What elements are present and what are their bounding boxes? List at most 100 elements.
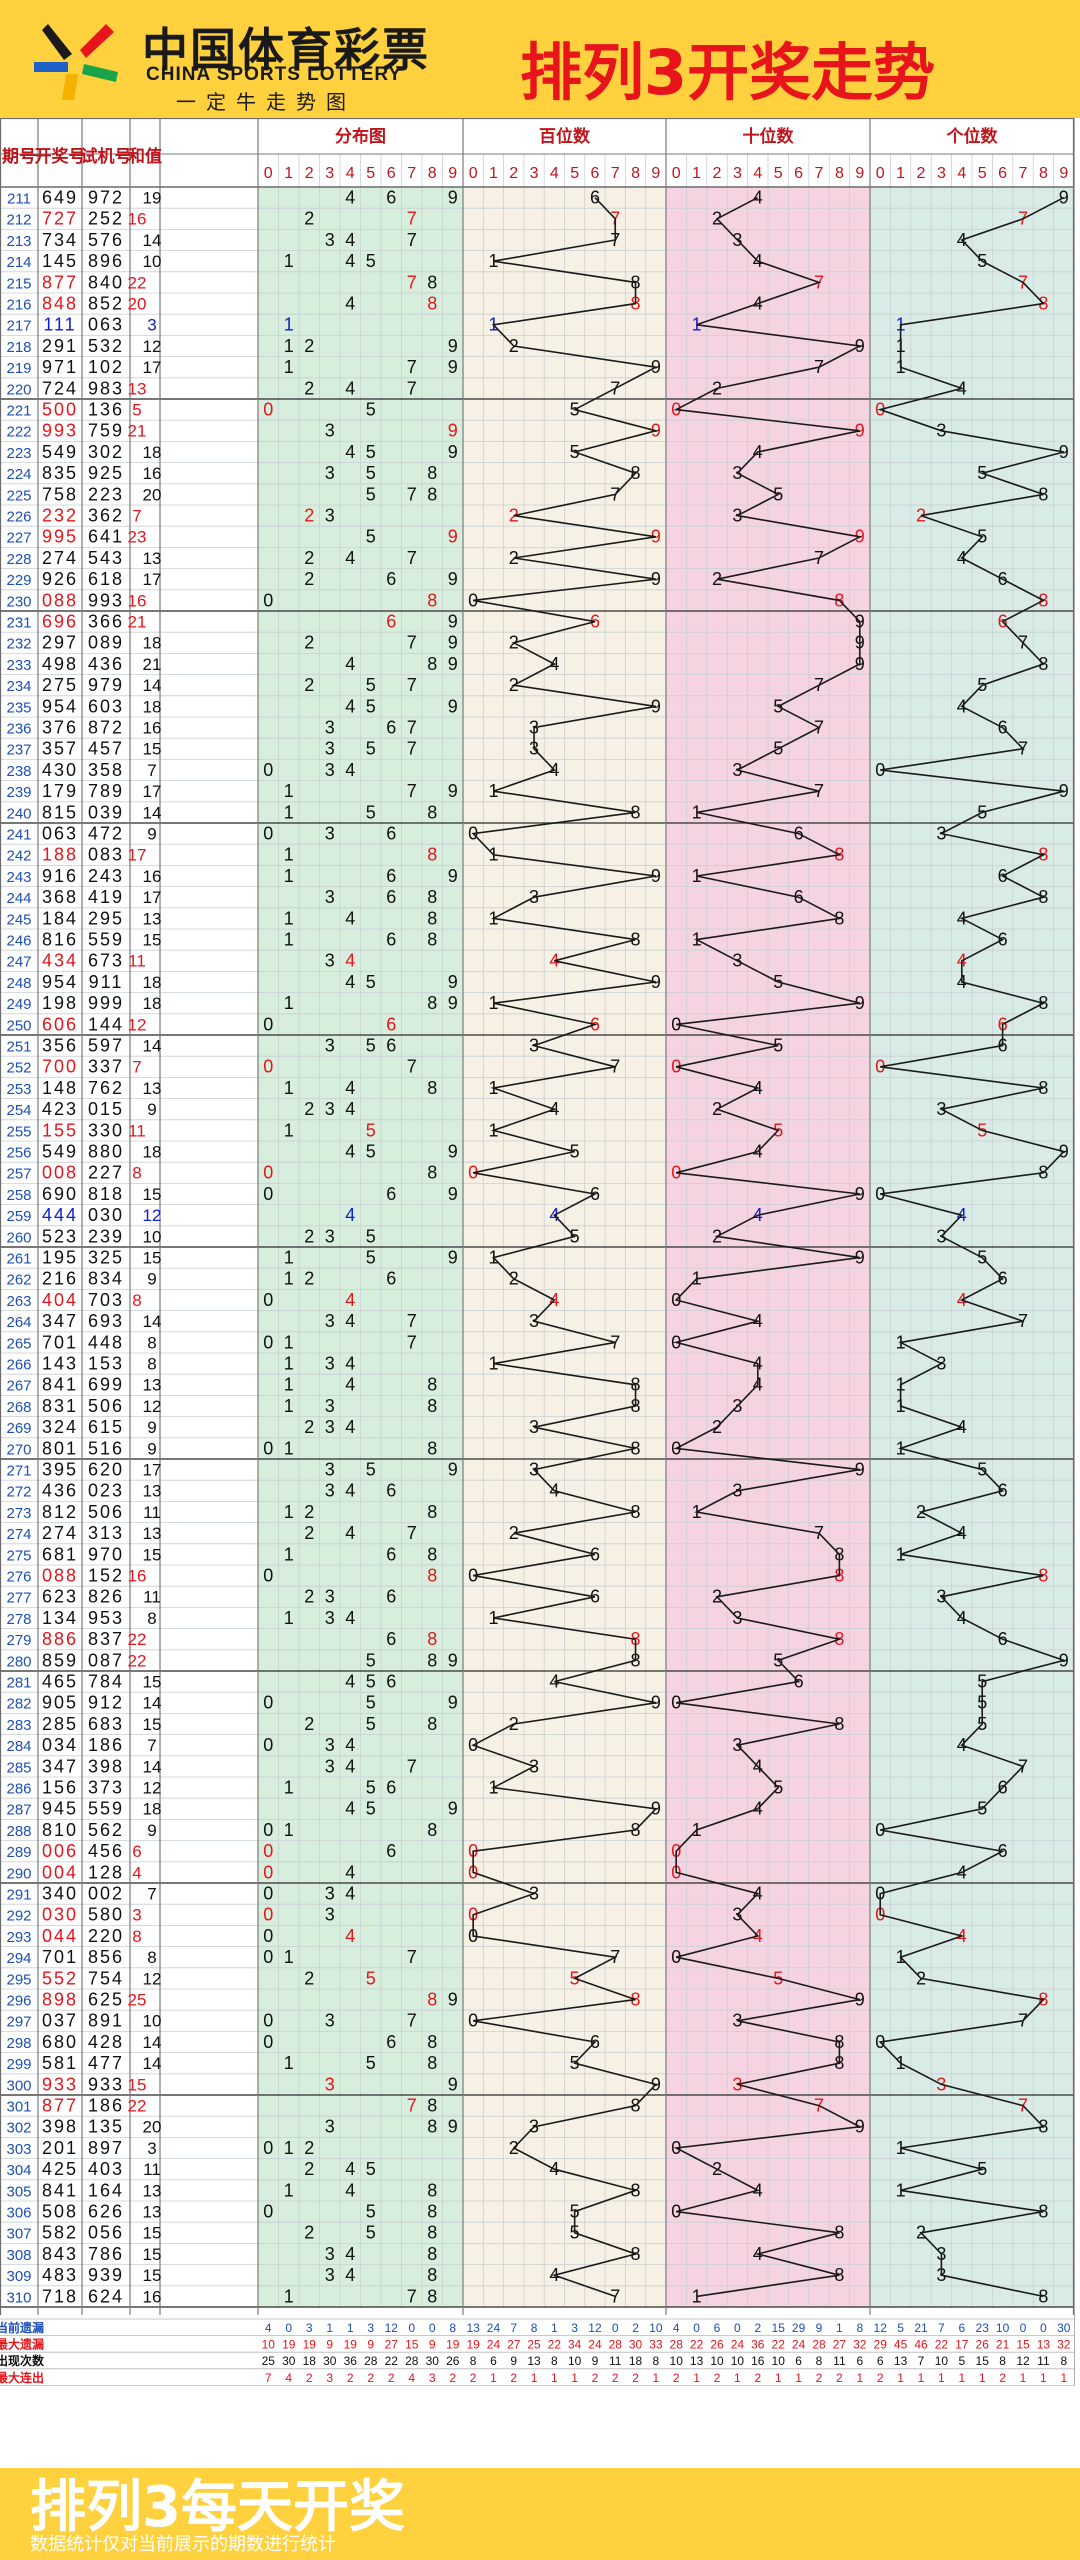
draw-number: 148	[42, 1078, 78, 1098]
sum-value: 14	[143, 803, 162, 822]
distribution-digit: 7	[407, 2096, 417, 2116]
sum-value: 18	[143, 443, 162, 462]
stats-value: 15	[772, 2321, 786, 2335]
stats-value: 1	[1060, 2371, 1067, 2385]
sum-value: 11	[143, 1503, 161, 1522]
distribution-digit: 4	[345, 2265, 355, 2285]
distribution-digit: 8	[427, 887, 437, 907]
sum-value: 16	[143, 867, 162, 886]
sum-value: 14	[143, 1312, 162, 1331]
stats-value: 32	[1057, 2338, 1071, 2352]
draw-number: 954	[42, 972, 78, 992]
stats-value: 10	[568, 2354, 582, 2368]
issue-number: 307	[6, 2226, 31, 2243]
draw-number: 933	[42, 2074, 78, 2094]
distribution-digit: 4	[345, 1672, 355, 1692]
distribution-digit: 8	[427, 1396, 437, 1416]
issue-number: 232	[6, 636, 31, 653]
stats-value: 13	[690, 2354, 704, 2368]
trial-number: 925	[88, 463, 124, 483]
trial-number: 135	[88, 2117, 124, 2137]
distribution-digit: 0	[263, 1841, 273, 1861]
distribution-digit: 4	[345, 2159, 355, 2179]
issue-number: 296	[6, 1993, 31, 2010]
distribution-digit: 9	[448, 2074, 458, 2094]
trial-number: 330	[88, 1120, 124, 1140]
position-digit: 4	[753, 188, 763, 208]
distribution-digit: 4	[345, 1523, 355, 1543]
distribution-digit: 0	[263, 2032, 273, 2052]
issue-number: 267	[6, 1378, 31, 1395]
digit-header: 9	[651, 165, 660, 182]
sum-value: 8	[132, 1927, 141, 1946]
draw-number: 232	[42, 506, 78, 526]
distribution-digit: 2	[304, 1417, 314, 1437]
brand-slogan: 一定牛走势图	[176, 90, 356, 114]
distribution-digit: 9	[448, 442, 458, 462]
issue-number: 241	[6, 827, 31, 844]
trial-number: 559	[88, 930, 124, 950]
distribution-digit: 5	[366, 1248, 376, 1268]
distribution-digit: 9	[448, 612, 458, 632]
digit-header: 3	[733, 165, 742, 182]
issue-number: 237	[6, 742, 31, 759]
draw-number: 430	[42, 760, 78, 780]
stats-value: 32	[853, 2338, 867, 2352]
draw-number: 812	[42, 1502, 78, 1522]
trial-number: 252	[88, 209, 124, 229]
distribution-digit: 3	[325, 951, 335, 971]
sum-value: 17	[128, 846, 147, 865]
distribution-digit: 8	[427, 845, 437, 865]
distribution-digit: 7	[407, 230, 417, 250]
stats-value: 30	[282, 2354, 296, 2368]
distribution-digit: 3	[325, 824, 335, 844]
trial-number: 083	[88, 845, 124, 865]
distribution-digit: 3	[325, 1905, 335, 1925]
issue-number: 271	[6, 1463, 31, 1480]
distribution-digit: 1	[284, 1608, 294, 1628]
distribution-digit: 9	[448, 2117, 458, 2137]
digit-header: 7	[1019, 165, 1028, 182]
trial-number: 856	[88, 1947, 124, 1967]
stats-value: 0	[693, 2321, 700, 2335]
draw-number: 995	[42, 527, 78, 547]
distribution-digit: 7	[407, 1756, 417, 1776]
distribution-digit: 3	[325, 760, 335, 780]
issue-number: 242	[6, 848, 31, 865]
stats-value: 1	[551, 2371, 558, 2385]
issue-number: 220	[6, 381, 31, 398]
draw-number: 465	[42, 1672, 78, 1692]
sum-value: 13	[128, 379, 147, 398]
sum-value: 18	[143, 973, 162, 992]
distribution-digit: 0	[263, 1735, 273, 1755]
stats-value: 7	[938, 2321, 945, 2335]
stats-value: 2	[632, 2321, 639, 2335]
draw-number: 436	[42, 1481, 78, 1501]
draw-number: 155	[42, 1120, 78, 1140]
trial-number: 227	[88, 1163, 124, 1183]
issue-number: 294	[6, 1950, 31, 1967]
distribution-digit: 4	[345, 2180, 355, 2200]
stats-value: 2	[754, 2321, 761, 2335]
stats-value: 12	[874, 2321, 888, 2335]
sum-value: 13	[143, 1524, 162, 1543]
stats-value: 11	[1037, 2354, 1050, 2368]
issue-number: 254	[6, 1102, 31, 1119]
stats-value: 3	[326, 2371, 333, 2385]
distribution-digit: 1	[284, 1120, 294, 1140]
distribution-digit: 8	[427, 1820, 437, 1840]
stats-value: 1	[775, 2371, 782, 2385]
trial-number: 220	[88, 1926, 124, 1946]
stats-value: 8	[531, 2321, 538, 2335]
sum-value: 8	[132, 1291, 141, 1310]
trial-number: 239	[88, 1226, 124, 1246]
issue-number: 275	[6, 1547, 31, 1564]
distribution-digit: 4	[345, 951, 355, 971]
stats-value: 2	[510, 2371, 517, 2385]
stats-value: 9	[367, 2338, 374, 2352]
distribution-digit: 2	[304, 1968, 314, 1988]
stats-value: 6	[714, 2321, 721, 2335]
brand-name-en: CHINA SPORTS LOTTERY	[146, 64, 403, 85]
trend-line-units	[877, 196, 1067, 2298]
distribution-digit: 0	[263, 824, 273, 844]
